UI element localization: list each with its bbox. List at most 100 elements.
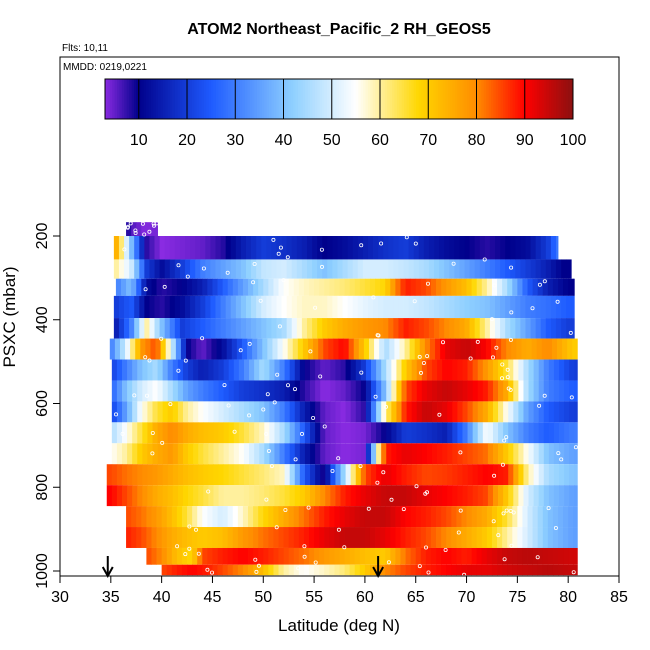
colorbar-segment bbox=[165, 79, 169, 119]
curtain-cell bbox=[489, 259, 496, 279]
curtain-cell bbox=[486, 547, 493, 565]
curtain-cell bbox=[222, 547, 229, 565]
curtain-cell bbox=[561, 295, 567, 319]
curtain-cell bbox=[205, 259, 211, 279]
curtain-cell bbox=[220, 236, 227, 260]
observation-marker bbox=[269, 464, 274, 469]
curtain-cell bbox=[547, 278, 554, 296]
curtain-cell bbox=[533, 422, 540, 444]
curtain-cell bbox=[188, 359, 194, 381]
curtain-cell bbox=[400, 506, 406, 528]
curtain-cell bbox=[195, 295, 201, 319]
curtain-cell bbox=[352, 295, 359, 319]
observation-marker bbox=[509, 543, 514, 548]
colorbar-tick-label: 100 bbox=[560, 132, 587, 149]
curtain-cell bbox=[122, 359, 128, 381]
curtain-cell bbox=[202, 278, 208, 296]
curtain-cell bbox=[512, 564, 518, 576]
colorbar-segment bbox=[189, 79, 193, 119]
curtain-cell bbox=[299, 422, 306, 444]
curtain-cell bbox=[507, 547, 513, 565]
curtain-cell bbox=[339, 506, 345, 528]
curtain-cell bbox=[220, 318, 227, 339]
curtain-cell bbox=[446, 547, 452, 565]
curtain-cell bbox=[237, 527, 244, 548]
curtain-cell bbox=[116, 485, 123, 507]
curtain-cell bbox=[426, 464, 433, 486]
observation-marker bbox=[389, 497, 394, 502]
curtain-cell bbox=[190, 259, 196, 279]
observation-marker bbox=[379, 241, 384, 246]
curtain-cell bbox=[284, 422, 291, 444]
curtain-cell bbox=[354, 564, 361, 576]
curtain-cell bbox=[131, 506, 137, 528]
curtain-cell bbox=[487, 443, 494, 465]
curtain-cell bbox=[411, 380, 418, 402]
curtain-cell bbox=[197, 506, 203, 528]
curtain-cell bbox=[134, 318, 140, 339]
curtain-cell bbox=[329, 278, 335, 296]
curtain-cell bbox=[172, 422, 179, 444]
curtain-cell bbox=[159, 295, 166, 319]
curtain-cell bbox=[469, 236, 476, 260]
observation-marker bbox=[126, 224, 131, 229]
curtain-cell bbox=[482, 464, 489, 486]
curtain-cell bbox=[181, 564, 188, 576]
curtain-cell bbox=[263, 506, 269, 528]
curtain-cell bbox=[147, 380, 153, 402]
curtain-cell bbox=[233, 422, 240, 444]
curtain-cell bbox=[248, 564, 254, 576]
curtain-cell bbox=[198, 359, 204, 381]
curtain-cell bbox=[404, 338, 411, 360]
curtain-cell bbox=[159, 318, 166, 339]
curtain-cell bbox=[380, 564, 386, 576]
curtain-cell bbox=[437, 422, 443, 444]
observation-marker bbox=[187, 524, 192, 529]
curtain-cell bbox=[264, 443, 270, 465]
curtain-cell bbox=[405, 527, 412, 548]
y-axis-label: PSXC (mbar) bbox=[0, 266, 19, 367]
curtain-cell bbox=[301, 259, 308, 279]
curtain-cell bbox=[445, 338, 451, 360]
curtain-cell bbox=[476, 278, 483, 296]
curtain-cell bbox=[294, 401, 301, 423]
observation-marker bbox=[274, 525, 279, 530]
curtain-cell bbox=[413, 295, 420, 319]
curtain-cell bbox=[523, 422, 529, 444]
curtain-cell bbox=[162, 464, 169, 486]
colorbar-segment bbox=[466, 79, 470, 119]
curtain-cell bbox=[254, 380, 260, 402]
curtain-cell bbox=[388, 295, 394, 319]
colorbar-segment bbox=[160, 79, 164, 119]
colorbar-tick-label: 50 bbox=[323, 132, 341, 149]
curtain-cell bbox=[398, 259, 404, 279]
curtain-cell bbox=[547, 527, 554, 548]
curtain-cell bbox=[550, 259, 557, 279]
curtain-cell bbox=[162, 443, 169, 465]
curtain-cell bbox=[136, 527, 142, 548]
curtain-cell bbox=[310, 443, 316, 465]
curtain-cell bbox=[472, 422, 479, 444]
curtain-cell bbox=[428, 236, 435, 260]
curtain-cell bbox=[559, 485, 565, 507]
curtain-cell bbox=[471, 278, 478, 296]
curtain-cell bbox=[349, 547, 356, 565]
x-tick-label: 70 bbox=[458, 589, 476, 606]
observation-marker bbox=[500, 462, 505, 467]
curtain-cell bbox=[310, 422, 316, 444]
curtain-cell bbox=[451, 527, 457, 548]
curtain-cell bbox=[530, 259, 537, 279]
curtain-cell bbox=[127, 359, 133, 381]
curtain-cell bbox=[225, 318, 232, 339]
curtain-cell bbox=[398, 318, 404, 339]
curtain-cell bbox=[296, 259, 303, 279]
curtain-cell bbox=[354, 547, 361, 565]
curtain-cell bbox=[228, 380, 235, 402]
curtain-cell bbox=[283, 527, 290, 548]
curtain-cell bbox=[256, 259, 262, 279]
curtain-cell bbox=[482, 422, 489, 444]
curtain-cell bbox=[395, 547, 401, 565]
observation-marker bbox=[501, 511, 506, 516]
curtain-cell bbox=[420, 564, 427, 576]
curtain-cell bbox=[371, 422, 377, 444]
